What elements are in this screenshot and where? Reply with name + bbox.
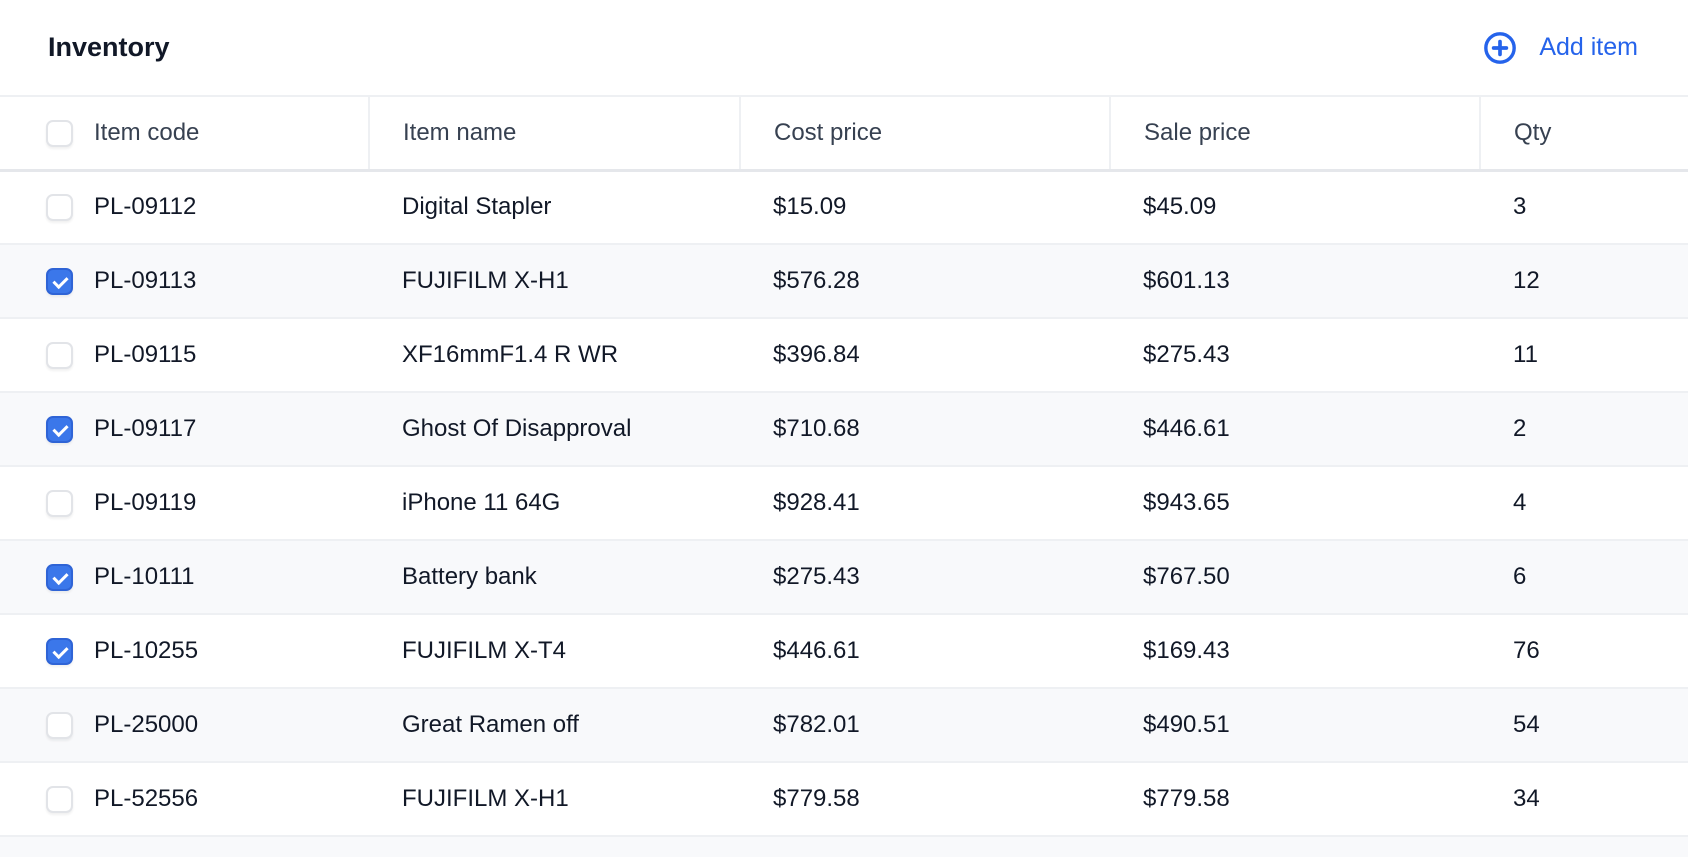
- cell-sale-price: $601.13: [1110, 244, 1480, 319]
- cell-cost-price: $710.68: [740, 392, 1110, 467]
- cell-item-code: PL-09117: [0, 392, 369, 467]
- cell-qty: 54: [1480, 688, 1688, 763]
- table-row[interactable]: PL-25000 Great Ramen off $782.01 $490.51…: [0, 688, 1688, 763]
- cell-cost-price: $779.58: [740, 762, 1110, 837]
- table-row[interactable]: PL-10255 FUJIFILM X-T4 $446.61 $169.43 7…: [0, 614, 1688, 689]
- table-row[interactable]: PL-09119 iPhone 11 64G $928.41 $943.65 4: [0, 466, 1688, 541]
- cell-item-code: PL-10111: [0, 540, 369, 615]
- cell-sale-price: $45.09: [1110, 170, 1480, 245]
- item-code: PL-09119: [94, 488, 197, 516]
- page-header: Inventory Add item: [0, 0, 1688, 97]
- cell-cost-price: $396.84: [740, 318, 1110, 393]
- row-checkbox[interactable]: [46, 490, 73, 518]
- table-row[interactable]: PL-10111 Battery bank $275.43 $767.50 6: [0, 540, 1688, 615]
- add-item-button[interactable]: Add item: [1483, 31, 1638, 65]
- cell-cost-price: $275.43: [740, 540, 1110, 615]
- cell-qty: 12: [1480, 244, 1688, 319]
- item-code: PL-25000: [94, 710, 199, 738]
- add-item-label: Add item: [1539, 33, 1638, 61]
- row-checkbox[interactable]: [46, 342, 73, 370]
- cell-item-code: PL-52556: [0, 762, 369, 837]
- table-row[interactable]: PL-09115 XF16mmF1.4 R WR $396.84 $275.43…: [0, 318, 1688, 393]
- cell-cost-price: $446.61: [740, 614, 1110, 689]
- table-row[interactable]: PL-52556 FUJIFILM X-H1 $779.58 $779.58 3…: [0, 762, 1688, 837]
- cell-sale-price: $490.51: [1110, 688, 1480, 763]
- cell-item-code: PL-25000: [0, 688, 369, 763]
- cell-item-name: Ghost Of Disapproval: [369, 392, 740, 467]
- table-row[interactable]: PL-09113 FUJIFILM X-H1 $576.28 $601.13 1…: [0, 244, 1688, 319]
- cell-item-code: PL-09119: [0, 466, 369, 541]
- cell-item-name: Great Ramen off: [369, 688, 740, 763]
- table-header-row: Item code Item name Cost price Sale pric…: [0, 97, 1688, 172]
- cell-qty: 3: [1480, 170, 1688, 245]
- cell-qty: 11: [1480, 318, 1688, 393]
- cell-item-name: Digital Stapler: [369, 170, 740, 245]
- cell-item-name: Battery bank: [369, 540, 740, 615]
- cell-item-code: PL-09112: [0, 170, 369, 245]
- cell-sale-price: $169.43: [1110, 614, 1480, 689]
- row-checkbox[interactable]: [46, 786, 73, 814]
- cell-sale-price: $779.58: [1110, 762, 1480, 837]
- cell-item-name: FUJIFILM X-T4: [369, 614, 740, 689]
- column-header-qty[interactable]: Qty: [1480, 97, 1688, 172]
- item-code: PL-09115: [94, 340, 197, 368]
- cell-item-code: PL-09113: [0, 244, 369, 319]
- item-code: PL-09112: [94, 193, 197, 221]
- cell-qty: 4: [1480, 466, 1688, 541]
- cell-sale-price: $446.61: [1110, 392, 1480, 467]
- cell-qty: 6: [1480, 540, 1688, 615]
- cell-item-code: PL-10255: [0, 614, 369, 689]
- cell-cost-price: $928.41: [740, 466, 1110, 541]
- row-checkbox[interactable]: [46, 638, 73, 666]
- cell-item-name: XF16mmF1.4 R WR: [369, 318, 740, 393]
- row-checkbox[interactable]: [46, 268, 73, 296]
- cell-qty: 76: [1480, 614, 1688, 689]
- table-filler-row: [0, 837, 1688, 857]
- cell-qty: 2: [1480, 392, 1688, 467]
- item-code: PL-10111: [94, 562, 195, 590]
- row-checkbox[interactable]: [46, 712, 73, 740]
- cell-sale-price: $767.50: [1110, 540, 1480, 615]
- column-label: Item code: [94, 118, 200, 146]
- cell-cost-price: $782.01: [740, 688, 1110, 763]
- cell-cost-price: $15.09: [740, 170, 1110, 245]
- row-checkbox[interactable]: [46, 564, 73, 592]
- column-header-item-name[interactable]: Item name: [369, 97, 741, 172]
- cell-cost-price: $576.28: [740, 244, 1110, 319]
- cell-sale-price: $275.43: [1110, 318, 1480, 393]
- cell-item-code: PL-09115: [0, 318, 369, 393]
- column-header-cost-price[interactable]: Cost price: [740, 97, 1111, 172]
- cell-qty: 34: [1480, 762, 1688, 837]
- cell-item-name: FUJIFILM X-H1: [369, 244, 740, 319]
- column-header-item-code[interactable]: Item code: [0, 97, 370, 172]
- row-checkbox[interactable]: [46, 416, 73, 444]
- item-code: PL-09117: [94, 414, 197, 442]
- page-title: Inventory: [48, 32, 170, 62]
- item-code: PL-10255: [94, 636, 199, 664]
- column-header-sale-price[interactable]: Sale price: [1110, 97, 1481, 172]
- item-code: PL-09113: [94, 266, 197, 294]
- inventory-table: Item code Item name Cost price Sale pric…: [0, 97, 1688, 837]
- cell-item-name: FUJIFILM X-H1: [369, 762, 740, 837]
- plus-circle-icon: [1484, 31, 1517, 64]
- select-all-checkbox[interactable]: [46, 119, 73, 147]
- table-row[interactable]: PL-09117 Ghost Of Disapproval $710.68 $4…: [0, 392, 1688, 467]
- table-row[interactable]: PL-09112 Digital Stapler $15.09 $45.09 3: [0, 170, 1688, 245]
- item-code: PL-52556: [94, 784, 199, 812]
- row-checkbox[interactable]: [46, 194, 73, 222]
- cell-sale-price: $943.65: [1110, 466, 1480, 541]
- cell-item-name: iPhone 11 64G: [369, 466, 740, 541]
